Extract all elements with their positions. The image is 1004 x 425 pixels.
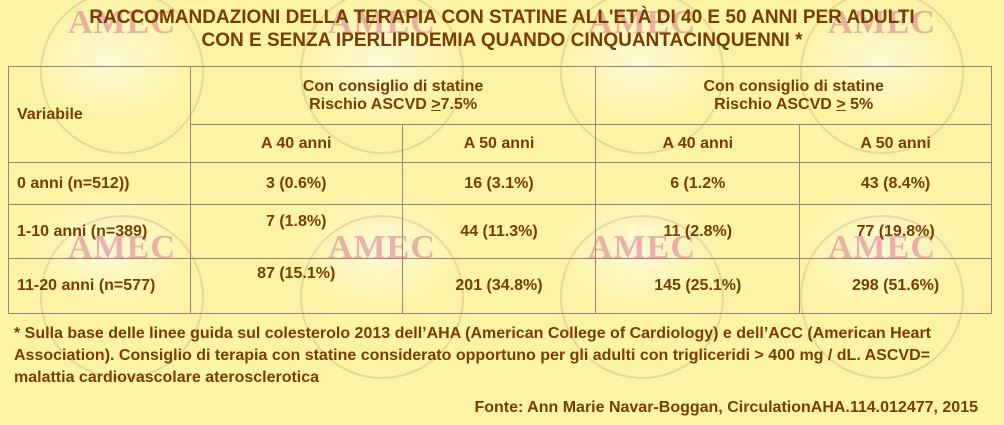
table-cell: 298 (51.6%) — [799, 258, 992, 314]
table-cell: 44 (11.3%) — [401, 204, 597, 259]
table-cell: 201 (34.8%) — [401, 258, 597, 314]
group-header-1: Con consiglio di statine Rischio ASCVD >… — [189, 66, 597, 125]
subheader-cell: A 40 anni — [189, 124, 403, 163]
statin-table: Variabile Con consiglio di statine Risch… — [8, 66, 992, 314]
table-cell: 77 (19.8%) — [799, 204, 992, 259]
footnote: * Sulla base delle linee guida sul coles… — [14, 325, 931, 386]
subheader-cell: A 50 anni — [799, 124, 992, 163]
row-label: 11-20 anni (n=577) — [8, 258, 191, 314]
group-header-risk: Rischio ASCVD > 5% — [714, 95, 874, 113]
table-cell: 3 (0.6%) — [189, 162, 403, 205]
table-row: 1-10 anni (n=389) 7 (1.8%) 44 (11.3%) 11… — [8, 204, 992, 259]
page-title: RACCOMANDAZIONI DELLA TERAPIA CON STATIN… — [0, 6, 1004, 52]
table-cell: 145 (25.1%) — [595, 258, 801, 314]
row-label: 0 anni (n=512)) — [8, 162, 191, 205]
table-row: 11-20 anni (n=577) 87 (15.1%) 201 (34.8%… — [8, 258, 992, 314]
title-line-2: CON E SENZA IPERLIPIDEMIA QUANDO CINQUAN… — [201, 30, 803, 51]
table-cell: 6 (1.2% — [595, 162, 801, 205]
table-cell: 87 (15.1%) — [189, 258, 403, 314]
table-cell: 11 (2.8%) — [595, 204, 801, 259]
group-header-line: Con consiglio di statine — [703, 77, 884, 95]
group-header-2: Con consiglio di statine Rischio ASCVD >… — [595, 66, 992, 125]
table-cell: 16 (3.1%) — [401, 162, 597, 205]
row-label: 1-10 anni (n=389) — [8, 204, 191, 259]
group-header-risk: Rischio ASCVD >7.5% — [309, 95, 478, 113]
subheader-cell: A 50 anni — [401, 124, 597, 163]
subheader-row: A 40 anni A 50 anni A 40 anni A 50 anni — [9, 124, 992, 163]
group-header-line: Con consiglio di statine — [302, 77, 484, 95]
subheader-cell: A 40 anni — [595, 124, 801, 163]
table-cell: 7 (1.8%) — [189, 204, 403, 259]
title-line-1: RACCOMANDAZIONI DELLA TERAPIA CON STATIN… — [89, 7, 915, 28]
header-row: Variabile Con consiglio di statine Risch… — [8, 66, 992, 163]
source-citation: Fonte: Ann Marie Navar-Boggan, Circulati… — [474, 399, 978, 416]
table-cell: 43 (8.4%) — [799, 162, 992, 205]
variable-header: Variabile — [8, 66, 191, 163]
table-row: 0 anni (n=512)) 3 (0.6%) 16 (3.1%) 6 (1.… — [8, 162, 992, 205]
